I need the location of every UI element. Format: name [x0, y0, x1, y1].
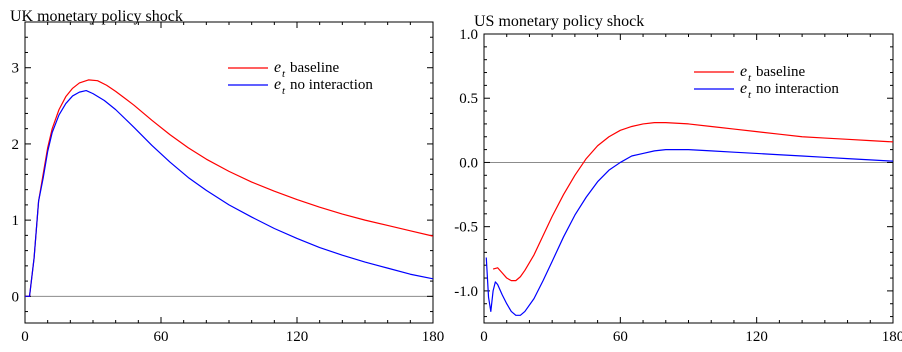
us-legend-label-no-interaction: no interaction: [756, 81, 839, 97]
uk-legend-subscript: t: [282, 85, 286, 97]
uk-legend-symbol: e: [274, 59, 281, 76]
us-x-tick-label: 120: [745, 329, 768, 345]
uk-y-tick-label: 3: [12, 61, 20, 77]
uk-y-tick-label: 2: [12, 137, 20, 153]
uk-x-tick-label: 180: [422, 329, 445, 345]
uk-series-line-no-interaction: [25, 89, 434, 297]
us-legend-label-baseline: baseline: [756, 64, 805, 80]
uk-legend-label-no-interaction: no interaction: [290, 77, 373, 93]
uk-x-tick-label: 60: [154, 329, 169, 345]
uk-legend-label-baseline: baseline: [290, 60, 339, 76]
uk-x-tick-label: 0: [21, 329, 29, 345]
us-series-line-no-interaction: [485, 149, 894, 316]
us-x-tick-label: 180: [882, 329, 902, 345]
uk-x-tick-label: 120: [286, 329, 309, 345]
us-y-tick-label: -0.5: [454, 220, 478, 236]
uk-series-line-baseline: [25, 79, 434, 297]
us-y-tick-label: 1.0: [459, 27, 478, 43]
us-legend-symbol: e: [740, 63, 747, 80]
uk-y-tick-label: 0: [12, 289, 20, 305]
us-y-tick-label: 0.5: [459, 91, 478, 107]
uk-chart-title: UK monetary policy shock: [10, 8, 183, 25]
us-legend-symbol: e: [740, 80, 747, 97]
uk-plot-frame: [24, 21, 434, 324]
us-legend-subscript: t: [748, 89, 752, 101]
uk-legend-subscript: t: [282, 68, 286, 80]
us-y-tick-label: -1.0: [454, 284, 478, 300]
us-chart-title: US monetary policy shock: [474, 13, 644, 30]
uk-legend-symbol: e: [274, 76, 281, 93]
us-y-tick-label: 0.0: [459, 155, 478, 171]
uk-panel: UK monetary policy shock 0 60 120 180 0 1 2 3 e t b…: [10, 8, 444, 345]
us-x-tick-label: 0: [480, 329, 488, 345]
us-legend-subscript: t: [748, 72, 752, 84]
us-plot-frame: [483, 33, 894, 324]
us-series-line-baseline: [492, 122, 894, 282]
us-x-tick-label: 60: [613, 329, 628, 345]
uk-y-tick-label: 1: [12, 213, 20, 229]
us-panel: US monetary policy shock 0 60 120 180 -1.0 -0.…: [454, 13, 902, 345]
